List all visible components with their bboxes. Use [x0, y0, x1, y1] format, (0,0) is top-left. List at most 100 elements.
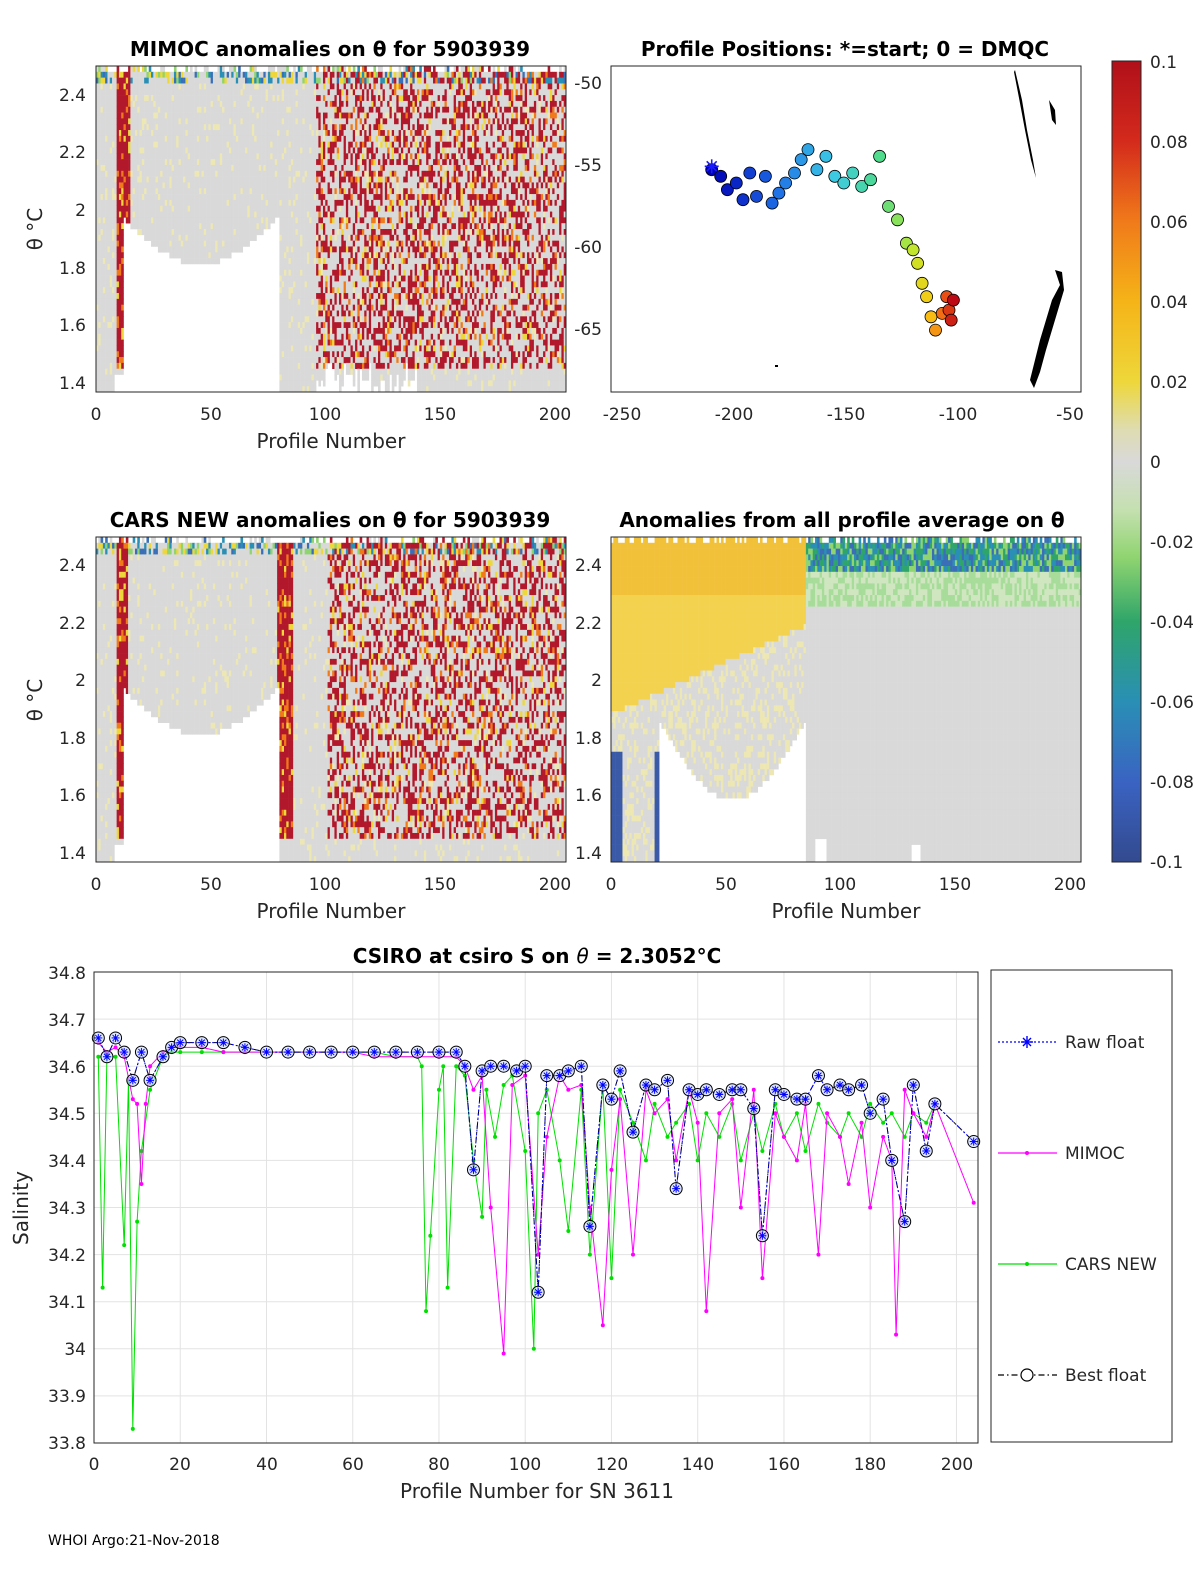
heatmap-cell	[164, 164, 168, 172]
heatmap-cell	[352, 217, 356, 224]
heatmap-cell	[176, 130, 179, 137]
heatmap-cell	[208, 71, 211, 78]
heatmap-cell	[318, 182, 321, 189]
heatmap-cell	[254, 223, 257, 230]
heatmap-cell	[245, 159, 248, 166]
heatmap-cell	[343, 176, 347, 183]
heatmap-cell	[114, 211, 117, 218]
heatmap-cell	[304, 124, 308, 131]
heatmap-cell	[302, 281, 305, 288]
heatmap-cell	[318, 234, 321, 241]
heatmap-cell	[373, 100, 376, 108]
heatmap-cell	[100, 130, 104, 137]
heatmap-cell	[311, 176, 315, 183]
heatmap-cell	[105, 95, 108, 102]
heatmap-cell	[125, 188, 129, 195]
heatmap-cell	[151, 100, 154, 108]
heatmap-cell	[284, 147, 287, 154]
heatmap-cell	[190, 124, 193, 131]
heatmap-cell	[263, 130, 266, 137]
heatmap-cell	[224, 135, 227, 142]
heatmap-cell	[102, 351, 106, 358]
heatmap-cell	[261, 112, 264, 119]
heatmap-cell	[316, 118, 319, 125]
heatmap-cell	[322, 153, 326, 160]
heatmap-cell	[162, 147, 166, 154]
heatmap-cell	[102, 141, 106, 148]
heatmap-cell	[334, 345, 338, 352]
heatmap-cell	[128, 95, 131, 102]
heatmap-cell	[368, 269, 372, 276]
heatmap-cell	[171, 211, 175, 218]
heatmap-cell	[325, 170, 328, 177]
heatmap-cell	[196, 71, 200, 78]
heatmap-cell	[224, 223, 227, 230]
heatmap-cell	[272, 153, 276, 160]
heatmap-cell	[325, 147, 328, 154]
heatmap-cell	[277, 130, 280, 137]
heatmap-cell	[325, 141, 328, 148]
heatmap-cell	[134, 106, 138, 113]
heatmap-cell	[290, 118, 294, 125]
heatmap-cell	[267, 141, 271, 148]
heatmap-cell	[121, 368, 124, 375]
heatmap-cell	[137, 199, 140, 207]
heatmap-cell	[242, 124, 246, 131]
heatmap-cell	[345, 118, 349, 125]
heatmap-cell	[249, 217, 253, 224]
heatmap-cell	[153, 211, 156, 218]
heatmap-cell	[194, 229, 198, 236]
heatmap-cell	[185, 182, 188, 189]
heatmap-cell	[334, 118, 338, 125]
heatmap-cell	[185, 164, 188, 172]
heatmap-cell	[151, 71, 154, 78]
heatmap-cell	[169, 252, 172, 259]
heatmap-cell	[357, 130, 360, 137]
heatmap-cell	[350, 304, 354, 311]
heatmap-cell	[332, 327, 335, 335]
heatmap-cell	[288, 106, 292, 113]
heatmap-cell	[357, 327, 360, 335]
heatmap-cell	[348, 333, 351, 340]
heatmap-cell	[180, 188, 184, 195]
heatmap-cell	[270, 170, 273, 177]
heatmap-cell	[286, 118, 289, 125]
heatmap-cell	[279, 124, 282, 131]
heatmap-cell	[345, 141, 349, 148]
heatmap-cell	[267, 194, 271, 201]
heatmap-cell	[116, 304, 120, 311]
heatmap-cell	[203, 147, 207, 154]
heatmap-cell	[148, 229, 152, 236]
heatmap-cell	[355, 258, 358, 265]
heatmap-cell	[203, 182, 207, 189]
heatmap-cell	[286, 316, 289, 323]
heatmap-cell	[286, 153, 289, 160]
heatmap-cell	[313, 310, 317, 317]
heatmap-cell	[368, 223, 372, 230]
heatmap-cell	[322, 362, 326, 370]
heatmap-cell	[279, 223, 282, 230]
heatmap-cell	[357, 83, 360, 90]
heatmap-cell	[96, 281, 99, 288]
heatmap-cell	[368, 77, 372, 84]
heatmap-cell	[107, 95, 111, 102]
heatmap-cell	[118, 118, 122, 125]
heatmap-cell	[373, 182, 376, 189]
heatmap-cell	[231, 217, 234, 224]
heatmap-cell	[247, 194, 250, 201]
heatmap-cell	[148, 83, 152, 90]
heatmap-cell	[238, 164, 241, 172]
heatmap-cell	[286, 205, 289, 212]
heatmap-cell	[297, 386, 301, 393]
heatmap-cell	[279, 246, 282, 253]
heatmap-cell	[361, 339, 365, 346]
heatmap-cell	[345, 159, 349, 166]
heatmap-cell	[203, 118, 207, 125]
heatmap-cell	[325, 159, 328, 166]
heatmap-cell	[350, 205, 354, 212]
heatmap-cell	[155, 141, 159, 148]
heatmap-cell	[134, 170, 138, 177]
heatmap-cell	[263, 159, 266, 166]
heatmap-cell	[116, 357, 120, 364]
heatmap-cell	[267, 83, 271, 90]
